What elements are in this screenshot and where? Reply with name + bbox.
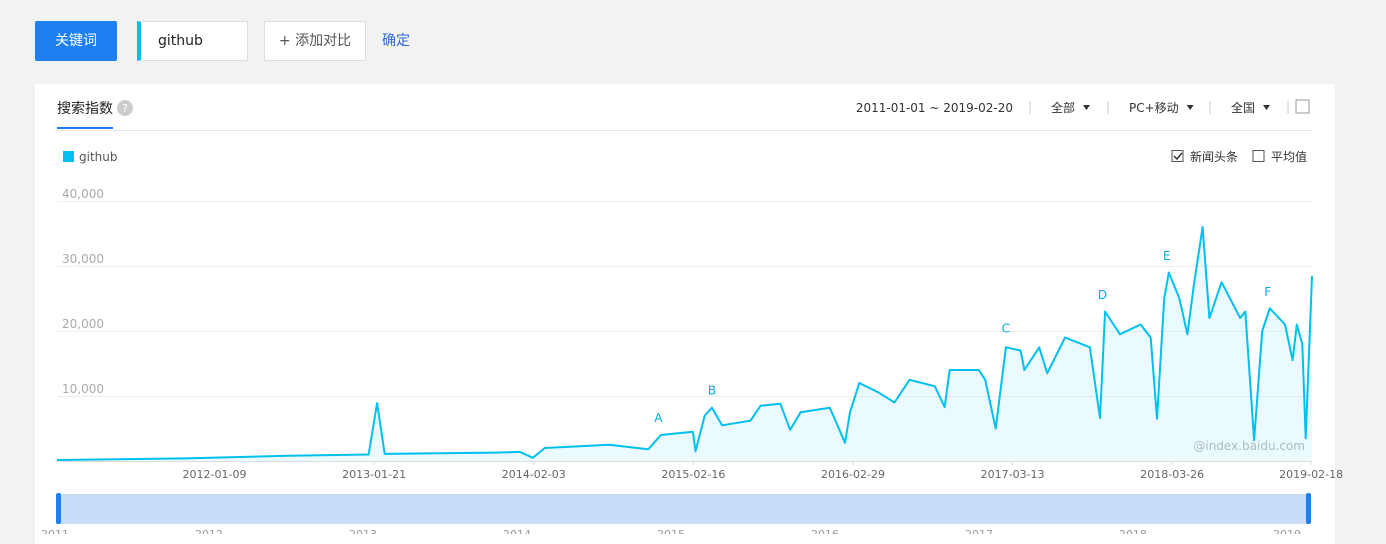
checkbox[interactable] [1252,150,1265,162]
x-tick-label: 2017-03-13 [981,468,1045,481]
line [56,226,1313,461]
x-tick-label: 2018-03-26 [1140,468,1204,481]
dropdown-arrow [1186,105,1194,110]
annotation: B [708,384,716,398]
checkbox-label: 平均值 [1271,149,1307,164]
dropdown-arrow [1083,105,1091,110]
area [57,227,1312,461]
help-text: ? [122,102,128,115]
annotation: D [1098,288,1107,302]
navigator-label: 2012 [195,528,223,534]
x-tick-label: 2015-02-16 [661,468,725,481]
help-icon[interactable] [117,100,133,116]
navigator-label: 2014 [503,528,531,534]
x-tick-label: 2014-02-03 [502,468,566,481]
filter[interactable]: PC+移动 [1129,101,1179,115]
legend-label: github [79,150,117,164]
navigator-label: 2018 [1119,528,1147,534]
annotation: C [1002,321,1010,335]
confirm-link[interactable]: 确定 [382,33,410,49]
checkboxes: 新闻头条 平均值 [1171,149,1307,164]
navigator-handle[interactable] [1306,493,1311,524]
x-tick-label: 2013-01-21 [342,468,406,481]
navigator-label: 2017 [965,528,993,534]
annotation: A [654,411,663,425]
add-compare[interactable]: + 添加对比 [264,21,366,61]
navigator-handle[interactable] [56,493,61,524]
annotation: E [1163,249,1171,263]
tab-underline [57,127,113,129]
dropdown-arrow [1263,105,1271,110]
annotation: F [1264,285,1271,299]
y-tick-label: 30,000 [62,252,104,266]
navigator-label: 2015 [657,528,685,534]
export-icon[interactable] [1295,99,1310,114]
y-tick-label: 20,000 [62,317,104,331]
filter[interactable]: 全部 [1051,100,1075,115]
y-tick-label: 40,000 [62,187,104,201]
navigator-band[interactable] [57,494,1310,524]
checkbox-label: 新闻头条 [1190,149,1238,164]
navigator-label: 2013 [349,528,377,534]
navigator-label: 2019 [1273,528,1301,534]
y-tick-label: 10,000 [62,382,104,396]
checkmark [1173,152,1183,161]
navigator-label: 2016 [811,528,839,534]
keyword-input[interactable]: github [137,21,248,61]
checkbox[interactable] [1171,150,1184,162]
card [35,84,1335,544]
filters: 全部 PC+移动 全国 [1029,100,1289,115]
keyword-button[interactable]: 关键词 [35,21,117,61]
x-tick-label: 2019-02-18 [1279,468,1343,481]
tab[interactable]: 搜索指数 [57,100,113,117]
legend-swatch [63,151,74,162]
x-tick-label: 2016-02-29 [821,468,885,481]
watermark: @index.baidu.com [1193,439,1305,453]
navigator-label: 2011 [41,528,69,534]
filter[interactable]: 全国 [1231,100,1255,115]
date-range[interactable]: 2011-01-01 ~ 2019-02-20 [856,101,1013,115]
x-tick-label: 2012-01-09 [183,468,247,481]
